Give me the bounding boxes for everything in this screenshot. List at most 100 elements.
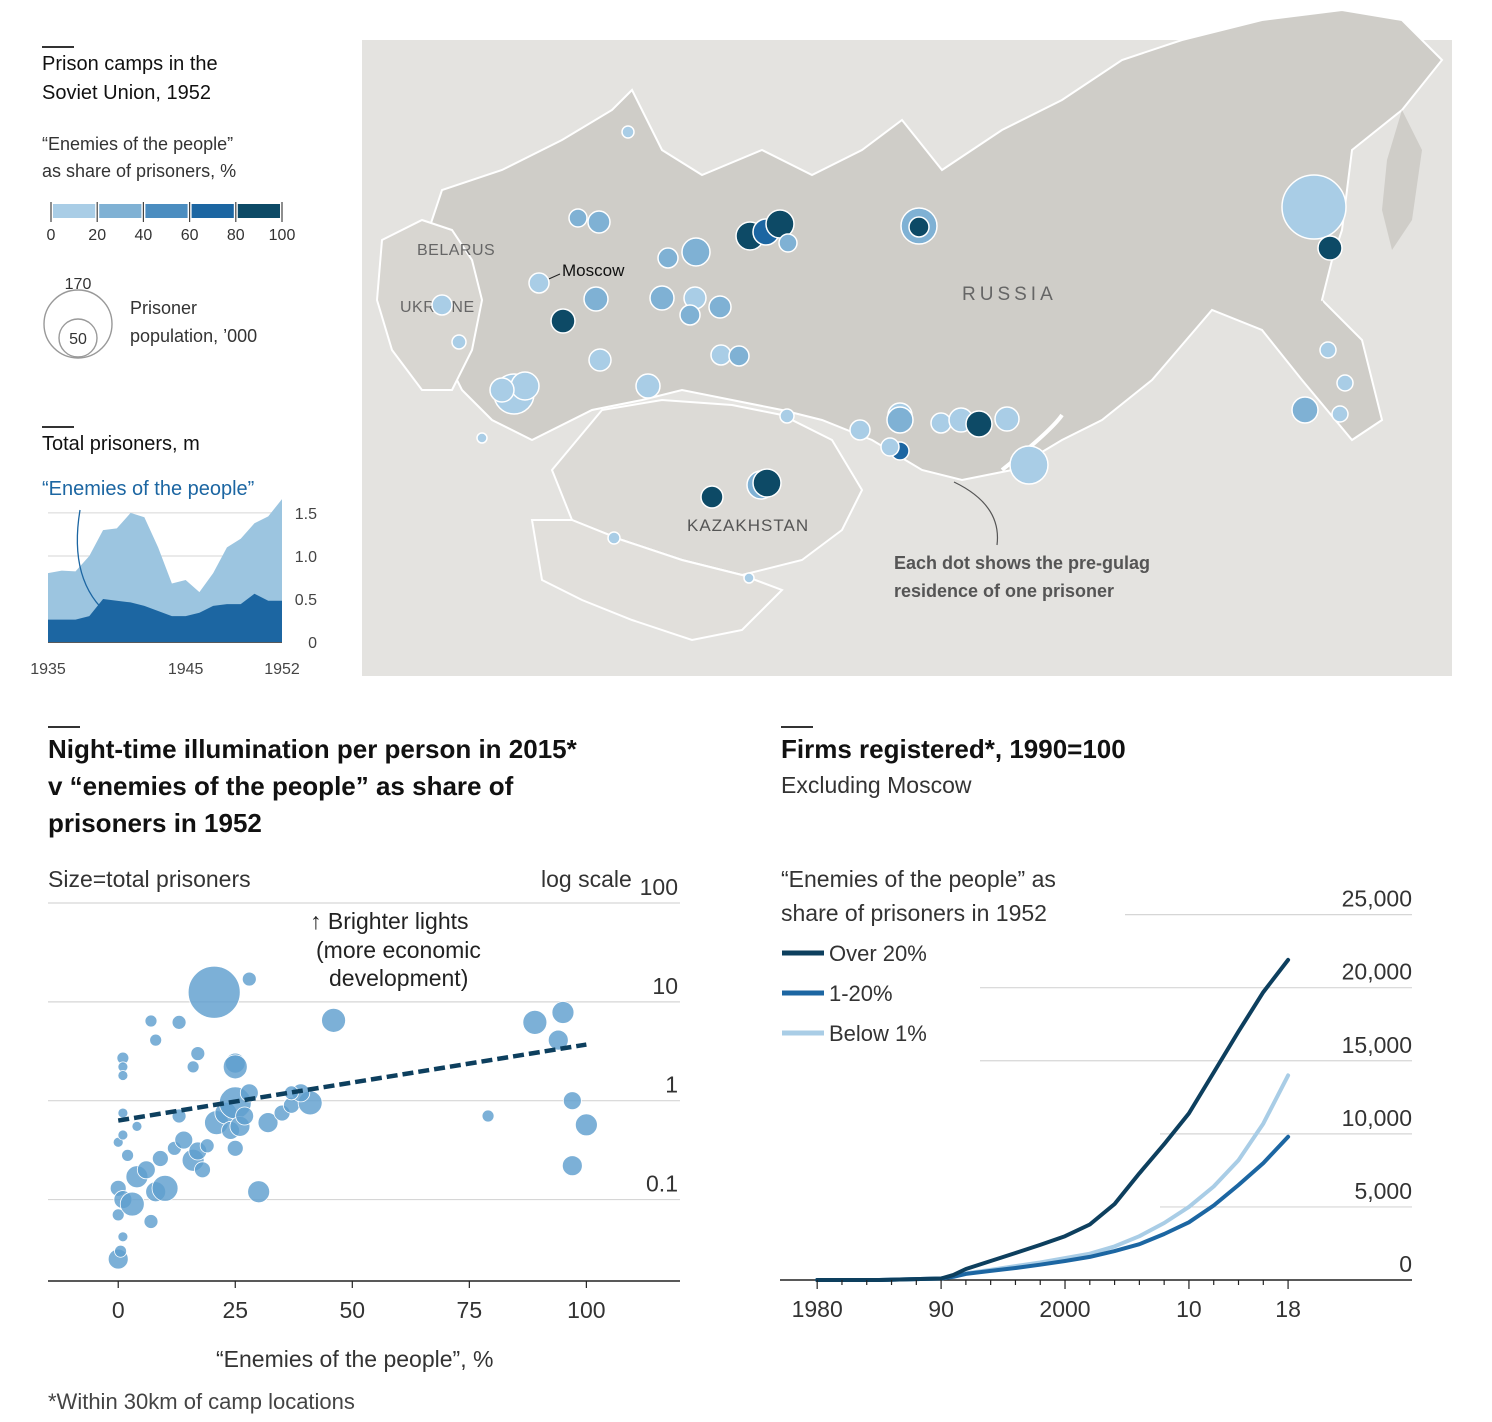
firms-series bbox=[815, 957, 1291, 1282]
scatter-point bbox=[199, 1138, 215, 1154]
size-legend-small-label: 50 bbox=[69, 331, 87, 348]
scatter-title-rule bbox=[48, 726, 80, 728]
camp-dot bbox=[510, 371, 540, 401]
area-y-ticks: 0 0.5 1.0 1.5 bbox=[295, 506, 317, 652]
camp-dot bbox=[587, 210, 611, 234]
firms-y-ticks: 0 5,000 10,000 15,000 20,000 25,000 bbox=[1342, 886, 1412, 1277]
scatter-x-label: “Enemies of the people”, % bbox=[216, 1346, 494, 1372]
area-y-tick-label: 1.0 bbox=[295, 549, 317, 566]
map-label-belarus: BELARUS bbox=[417, 242, 495, 259]
firms-x-tick-label: 90 bbox=[928, 1296, 954, 1322]
scatter-point bbox=[117, 1129, 129, 1141]
camp-dot bbox=[583, 286, 609, 312]
scatter-point bbox=[222, 1054, 248, 1080]
scatter-points bbox=[107, 965, 598, 1270]
camp-dots bbox=[431, 125, 1354, 584]
camp-dot bbox=[451, 334, 467, 350]
map-title: Prison camps in the Soviet Union, 1952 bbox=[42, 50, 218, 108]
size-legend-caption: Prisoner population, ’000 bbox=[130, 294, 257, 350]
scatter-point bbox=[247, 1180, 271, 1204]
scatter-x-tick-label: 50 bbox=[339, 1297, 365, 1323]
firms-series-line bbox=[815, 1073, 1291, 1282]
size-legend-small-circle bbox=[58, 318, 98, 358]
camp-dot bbox=[607, 531, 621, 545]
map-note-line1: Each dot shows the pre-gulag bbox=[894, 553, 1150, 573]
map-label-moscow: Moscow bbox=[562, 261, 625, 280]
share-legend-tick-label: 80 bbox=[227, 227, 245, 244]
scatter-point bbox=[235, 1106, 255, 1126]
camp-dot bbox=[489, 377, 515, 403]
camp-dot bbox=[635, 373, 661, 399]
camp-dot bbox=[708, 295, 732, 319]
size-legend-big-label: 170 bbox=[65, 276, 92, 293]
camp-dot bbox=[886, 406, 914, 434]
scatter-annotation-line3: development) bbox=[329, 965, 468, 991]
scatter-point bbox=[119, 1191, 145, 1217]
scatter-point bbox=[114, 1244, 127, 1258]
scatter-point bbox=[522, 1009, 548, 1035]
note-pointer bbox=[953, 481, 999, 546]
scatter-point bbox=[241, 971, 257, 987]
share-legend-swatch bbox=[99, 204, 142, 218]
scatter-point bbox=[143, 1214, 159, 1229]
share-legend-tick-label: 0 bbox=[47, 227, 56, 244]
share-legend-ticks: 0 20 40 60 80 100 bbox=[47, 202, 295, 244]
total-prisoners-chart: 0 0.5 1.0 1.5 1935 1945 1952 bbox=[30, 499, 317, 678]
share-legend-swatch bbox=[145, 204, 188, 218]
map-title-line1: Prison camps in the bbox=[42, 53, 218, 75]
scatter-annotation-line1: ↑ Brighter lights bbox=[310, 908, 469, 934]
firms-x-tick-label: 10 bbox=[1176, 1296, 1202, 1322]
scatter-x-ticks: 0 25 50 75 100 bbox=[112, 1281, 606, 1323]
map-label-russia: RUSSIA bbox=[962, 284, 1057, 305]
scatter-point bbox=[121, 1148, 134, 1162]
area-series bbox=[48, 499, 282, 642]
share-legend-tick-label: 60 bbox=[181, 227, 199, 244]
total-title: Total prisoners, m bbox=[42, 433, 200, 455]
firms-x-tick-label: 2000 bbox=[1039, 1296, 1090, 1322]
scatter-y-tick-label: 10 bbox=[652, 973, 678, 999]
camp-dot bbox=[743, 572, 755, 584]
scatter-title-line1: Night-time illumination per person in 20… bbox=[48, 734, 577, 764]
enemies-pointer bbox=[76, 509, 111, 617]
firms-title-rule bbox=[781, 726, 813, 728]
area-x-ticks: 1935 1945 1952 bbox=[30, 661, 300, 678]
camp-dot bbox=[778, 233, 798, 253]
camp-dot bbox=[752, 468, 782, 498]
scatter-point bbox=[174, 1130, 194, 1150]
map-title-rule bbox=[42, 46, 74, 48]
scatter-x-tick-label: 25 bbox=[222, 1297, 248, 1323]
camp-dot bbox=[588, 348, 612, 372]
camp-dot bbox=[1009, 445, 1049, 485]
map-note-line2: residence of one prisoner bbox=[894, 581, 1114, 601]
scatter-point bbox=[321, 1007, 346, 1033]
map-legend-title: “Enemies of the people” as share of pris… bbox=[42, 131, 236, 185]
camp-dot bbox=[1317, 235, 1343, 261]
scatter-y-ticks: 0.1 1 10 100 bbox=[640, 874, 678, 1197]
area-y-tick-label: 0.5 bbox=[295, 592, 317, 609]
area-x-tick-label: 1935 bbox=[30, 661, 66, 678]
scatter-x-tick-label: 0 bbox=[112, 1297, 125, 1323]
camp-dot bbox=[779, 408, 795, 424]
camp-dot bbox=[908, 216, 930, 238]
scatter-x-tick-label: 100 bbox=[567, 1297, 605, 1323]
firms-legend-label: Below 1% bbox=[829, 1021, 927, 1046]
share-legend: 0 20 40 60 80 100 bbox=[47, 202, 295, 244]
camp-dot bbox=[965, 410, 993, 438]
firms-gridlines bbox=[780, 914, 1412, 1281]
kamchatka-land bbox=[1382, 110, 1422, 250]
scatter-point bbox=[186, 1060, 200, 1074]
scatter-point bbox=[190, 1046, 206, 1061]
scatter-point bbox=[117, 1231, 129, 1243]
firms-legend-label: 1-20% bbox=[829, 981, 893, 1006]
camp-dot bbox=[930, 412, 952, 434]
firms-series-line bbox=[815, 957, 1291, 1282]
firms-y-tick-label: 20,000 bbox=[1342, 959, 1412, 985]
size-legend-caption-line1: Prisoner bbox=[130, 298, 198, 318]
scatter-point bbox=[117, 1070, 129, 1081]
map-title-line2: Soviet Union, 1952 bbox=[42, 82, 212, 104]
size-legend-big-circle bbox=[43, 289, 113, 359]
scatter-footnote: *Within 30km of camp locations bbox=[48, 1389, 355, 1414]
camp-dot bbox=[649, 285, 675, 311]
map-legend-title-line2: as share of prisoners, % bbox=[42, 161, 237, 181]
share-legend-swatches bbox=[53, 204, 280, 218]
